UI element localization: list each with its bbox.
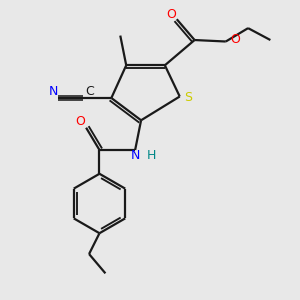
Text: H: H [147, 149, 156, 162]
Text: O: O [167, 8, 176, 21]
Text: O: O [75, 115, 85, 128]
Text: C: C [85, 85, 94, 98]
Text: N: N [130, 149, 140, 162]
Text: S: S [184, 92, 192, 104]
Text: O: O [230, 33, 240, 46]
Text: N: N [49, 85, 58, 98]
